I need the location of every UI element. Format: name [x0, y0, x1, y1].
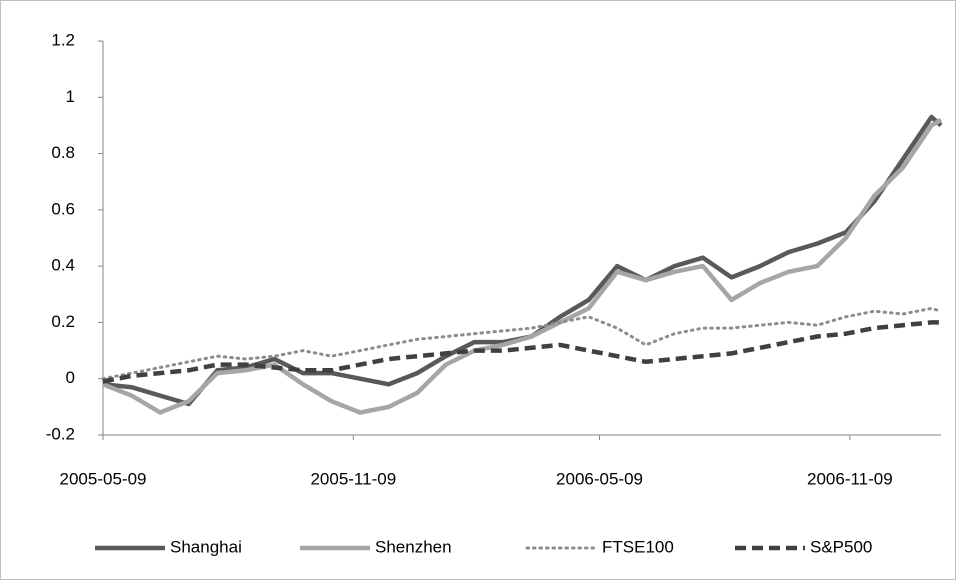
- series-line: [102, 320, 941, 384]
- legend-label: Shenzhen: [375, 537, 452, 556]
- x-tick-label: 2005-05-09: [60, 469, 147, 488]
- y-tick-label: 0.8: [51, 143, 75, 162]
- series-line: [102, 117, 943, 415]
- y-tick-label: 1.2: [51, 30, 75, 49]
- y-tick-label: 1: [66, 87, 75, 106]
- legend-label: FTSE100: [602, 537, 674, 556]
- y-tick-label: 0: [66, 368, 75, 387]
- x-tick-label: 2006-11-09: [807, 469, 893, 488]
- x-tick-label: 2006-05-09: [556, 469, 643, 488]
- series-line: [101, 306, 943, 381]
- y-tick-label: 0.6: [51, 199, 75, 218]
- x-tick-label: 2005-11-09: [310, 469, 396, 488]
- y-tick-label: 0.2: [51, 312, 75, 331]
- y-tick-label: 0.4: [51, 256, 75, 275]
- y-tick-label: -0.2: [46, 424, 75, 443]
- legend-label: S&P500: [810, 537, 872, 556]
- legend-label: Shanghai: [170, 537, 242, 556]
